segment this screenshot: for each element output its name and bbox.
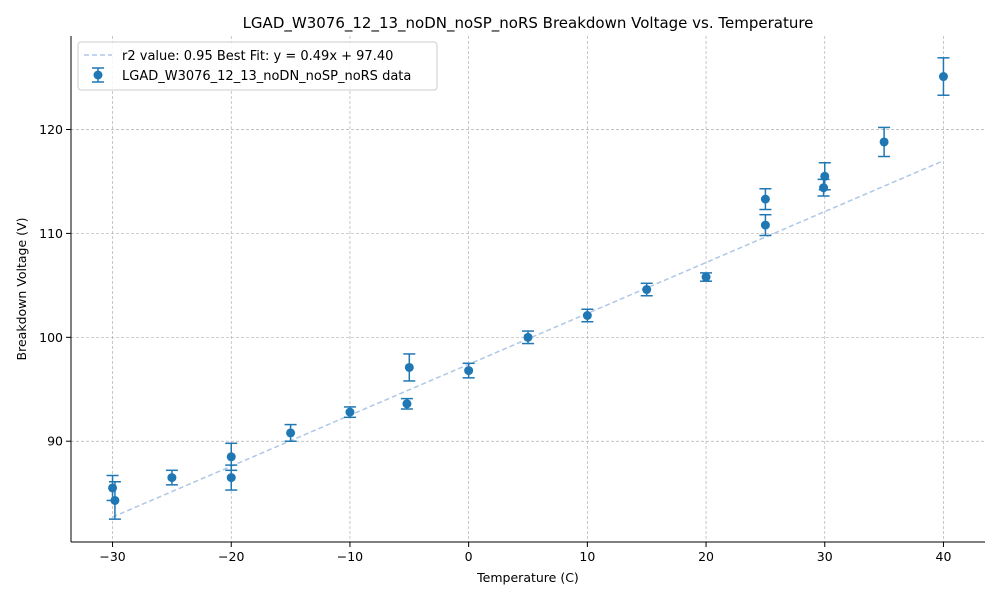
data-marker <box>110 495 120 505</box>
data-point <box>400 397 413 410</box>
data-point <box>759 213 772 237</box>
data-point <box>284 423 297 442</box>
legend-data-label: LGAD_W3076_12_13_noDN_noSP_noRS data <box>122 69 411 84</box>
data-point <box>403 353 416 382</box>
x-tick-label: 30 <box>817 549 833 564</box>
legend-data-swatch <box>92 67 104 83</box>
data-marker <box>286 428 296 438</box>
data-point <box>522 330 534 345</box>
grid <box>71 36 985 542</box>
data-point <box>700 272 713 282</box>
data-marker <box>938 72 948 82</box>
data-marker <box>523 332 533 342</box>
legend-fit-label: r2 value: 0.95 Best Fit: y = 0.49x + 97.… <box>122 49 393 64</box>
data-point <box>817 178 830 197</box>
data-marker <box>701 272 711 282</box>
y-axis-ticks: 90 100 110 120 <box>39 122 71 449</box>
data-point <box>225 464 238 491</box>
data-point <box>878 126 891 158</box>
legend-box <box>77 41 438 91</box>
x-tick-label: 40 <box>936 549 952 564</box>
data-marker <box>402 399 412 409</box>
data-points-layer <box>106 57 950 520</box>
data-marker <box>464 366 474 376</box>
data-point <box>759 187 772 211</box>
data-marker <box>108 483 118 493</box>
data-marker <box>819 183 829 193</box>
data-marker <box>879 137 889 147</box>
data-point <box>581 308 594 323</box>
data-marker <box>345 407 355 417</box>
data-point <box>937 57 950 96</box>
data-point <box>225 442 238 472</box>
data-point <box>108 480 121 520</box>
data-marker <box>226 473 236 483</box>
x-axis-ticks: −30 −20 −10 0 10 20 30 40 <box>99 542 951 564</box>
data-marker <box>582 310 592 320</box>
data-point <box>165 469 178 486</box>
data-marker <box>226 452 236 462</box>
x-axis-label: Temperature (C) <box>476 570 579 585</box>
data-marker <box>404 362 414 372</box>
x-tick-label: −30 <box>99 549 125 564</box>
y-tick-label: 120 <box>39 122 63 137</box>
x-tick-label: 0 <box>465 549 473 564</box>
y-tick-label: 100 <box>39 330 63 345</box>
x-tick-label: 10 <box>579 549 595 564</box>
x-tick-label: −10 <box>337 549 363 564</box>
x-tick-label: −20 <box>218 549 244 564</box>
y-tick-label: 90 <box>47 434 63 449</box>
chart-title: LGAD_W3076_12_13_noDN_noSP_noRS Breakdow… <box>243 14 814 33</box>
y-axis-label: Breakdown Voltage (V) <box>14 218 29 361</box>
y-tick-label: 110 <box>39 226 63 241</box>
data-marker <box>760 194 770 204</box>
data-marker <box>167 473 177 483</box>
data-point <box>462 362 475 379</box>
x-tick-label: 20 <box>698 549 714 564</box>
data-marker <box>642 285 652 295</box>
data-point <box>640 282 653 297</box>
data-marker <box>820 171 830 181</box>
data-marker <box>760 220 770 230</box>
data-point <box>343 406 356 419</box>
legend: r2 value: 0.95 Best Fit: y = 0.49x + 97.… <box>77 41 438 91</box>
